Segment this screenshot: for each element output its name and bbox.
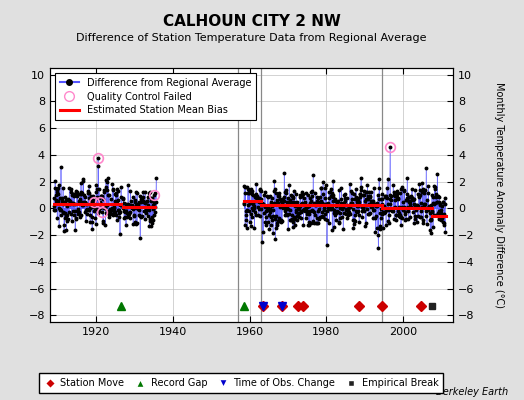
Text: Difference of Station Temperature Data from Regional Average: Difference of Station Temperature Data f… (77, 33, 427, 43)
Text: Berkeley Earth: Berkeley Earth (436, 387, 508, 397)
Y-axis label: Monthly Temperature Anomaly Difference (°C): Monthly Temperature Anomaly Difference (… (494, 82, 504, 308)
Text: CALHOUN CITY 2 NW: CALHOUN CITY 2 NW (162, 14, 341, 29)
Legend: Difference from Regional Average, Quality Control Failed, Estimated Station Mean: Difference from Regional Average, Qualit… (54, 73, 256, 120)
Legend: Station Move, Record Gap, Time of Obs. Change, Empirical Break: Station Move, Record Gap, Time of Obs. C… (39, 374, 443, 393)
